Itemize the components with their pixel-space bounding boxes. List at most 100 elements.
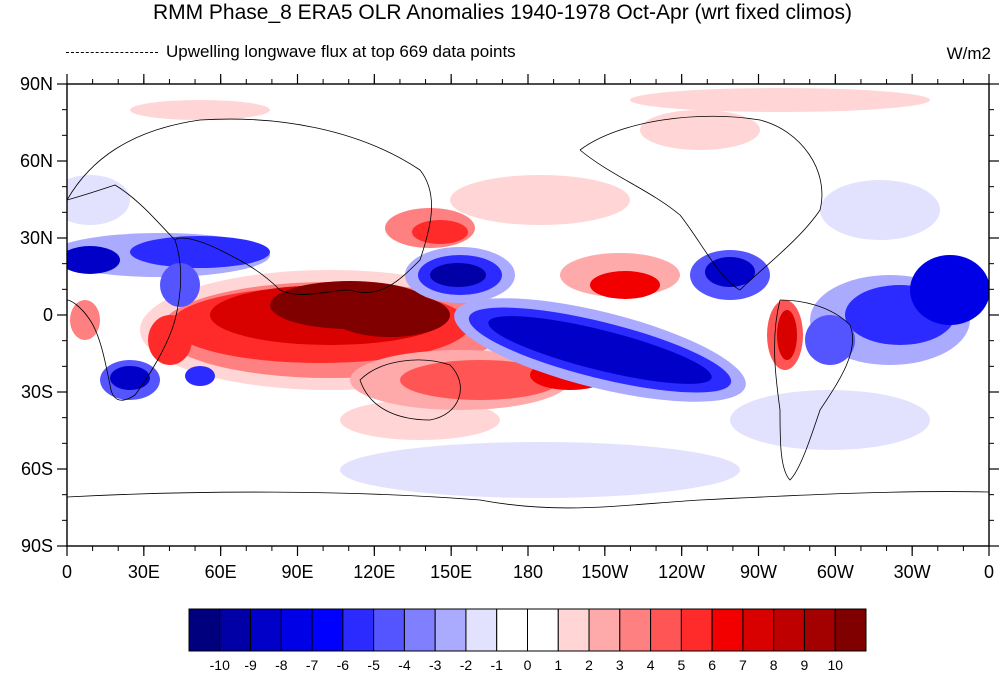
anomaly-patch <box>412 220 468 244</box>
colorbar-label: 0 <box>524 657 532 673</box>
colorbar-label: 9 <box>801 657 809 673</box>
anomaly-patch <box>130 236 270 268</box>
colorbar-label: -2 <box>460 657 473 673</box>
lon-tick-label: 90E <box>281 562 313 582</box>
lon-tick-label: 150E <box>430 562 472 582</box>
lon-tick-label: 150W <box>581 562 628 582</box>
lon-tick-label: 0 <box>62 562 72 582</box>
colorbar-swatch <box>280 608 313 652</box>
anomaly-patch <box>450 175 630 225</box>
anomaly-patch <box>160 263 200 307</box>
colorbar-swatch <box>588 608 621 652</box>
anomaly-patch <box>110 366 150 390</box>
colorbar-swatch <box>465 608 498 652</box>
colorbar-swatch <box>188 608 221 652</box>
colorbar-swatch <box>403 608 436 652</box>
coastline-eurasia <box>67 118 432 295</box>
lon-tick-label: 30W <box>894 562 931 582</box>
colorbar-swatch <box>496 608 528 652</box>
lon-tick-label: 60E <box>205 562 237 582</box>
colorbar-label: 1 <box>554 657 562 673</box>
units-label: W/m2 <box>946 44 991 63</box>
coastline-australia <box>359 359 461 421</box>
colorbar-label: -5 <box>367 657 380 673</box>
anomaly-patch <box>630 88 930 112</box>
anomaly-patch <box>730 390 930 450</box>
colorbar-swatch <box>680 608 713 652</box>
colorbar-label: -7 <box>306 657 319 673</box>
colorbar-label: 4 <box>647 657 655 673</box>
colorbar-swatch <box>219 608 252 652</box>
colorbar-label: 8 <box>770 657 778 673</box>
colorbar-label: -9 <box>244 657 257 673</box>
anomaly-patch <box>130 100 270 120</box>
lat-tick-label: 0 <box>43 305 53 325</box>
coastline-north-america <box>579 115 823 291</box>
colorbar-label: -6 <box>337 657 350 673</box>
legend-text: Upwelling longwave flux at top 669 data … <box>166 42 516 61</box>
figure-title: RMM Phase_8 ERA5 OLR Anomalies 1940-1978… <box>152 1 853 24</box>
lon-tick-label: 90W <box>740 562 777 582</box>
colorbar-label: -3 <box>429 657 442 673</box>
colorbar-swatch <box>250 608 282 652</box>
anomaly-patch <box>400 360 560 400</box>
anomaly-patch <box>70 300 100 340</box>
anomaly-patch <box>67 246 120 274</box>
lat-tick-label: 30S <box>21 382 53 402</box>
anomaly-patch <box>148 315 192 365</box>
anomaly-patch <box>67 175 130 225</box>
lat-tick-label: 60S <box>21 459 53 479</box>
lon-tick-label: 180 <box>513 562 543 582</box>
colorbar-swatch <box>834 608 867 652</box>
colorbar-label: 10 <box>827 657 843 673</box>
latitude-axis: 90N 60N 30N 0 30S 60S 90S <box>20 74 999 556</box>
anomaly-patch <box>705 257 755 287</box>
colorbar-label: 7 <box>739 657 747 673</box>
anomaly-patch <box>910 255 989 325</box>
dashed-line-swatch <box>66 51 158 53</box>
colorbar-label: 3 <box>616 657 624 673</box>
longitude-axis: 0 30E 60E 90E 120E 150E 180 150W 120W 90W 60W 30W 0 <box>62 74 994 582</box>
anomaly-patch <box>805 315 855 365</box>
colorbar-swatch <box>527 608 559 652</box>
colorbar-swatch <box>434 608 467 652</box>
colorbar-label: -4 <box>398 657 411 673</box>
anomaly-patch <box>185 366 215 386</box>
colorbar-label: -1 <box>491 657 504 673</box>
anomaly-patch <box>820 180 940 240</box>
colorbar-label: 6 <box>708 657 716 673</box>
lon-tick-label: 120E <box>353 562 395 582</box>
lon-tick-label: 0 <box>984 562 994 582</box>
colorbar-swatch <box>803 608 836 652</box>
colorbar-label: -8 <box>275 657 288 673</box>
colorbar-label: 2 <box>585 657 593 673</box>
anomaly-patch <box>340 442 740 498</box>
colorbar-swatch <box>773 608 805 652</box>
coastlines <box>67 115 989 509</box>
colorbar: -10 -9 -8 -7 -6 -5 -4 -3 -2 -1 0 1 2 3 4 5 6 7 8 9 10 <box>188 608 867 673</box>
lon-tick-label: 30E <box>128 562 160 582</box>
coastline-antarctica <box>67 491 989 509</box>
colorbar-swatch <box>342 608 375 652</box>
anomaly-patch <box>640 110 760 150</box>
anomaly-patch <box>590 271 660 299</box>
lat-tick-label: 30N <box>20 228 53 248</box>
lon-tick-label: 120W <box>658 562 705 582</box>
lon-tick-label: 60W <box>817 562 854 582</box>
dashed-line-legend: Upwelling longwave flux at top 669 data … <box>66 42 516 62</box>
coastline-africa <box>67 184 182 401</box>
colorbar-swatch <box>711 608 744 652</box>
lat-tick-label: 60N <box>20 151 53 171</box>
colorbar-swatch <box>557 608 590 652</box>
colorbar-swatch <box>742 608 775 652</box>
colorbar-label: -10 <box>210 657 230 673</box>
anomaly-patch <box>430 263 486 287</box>
anomaly-patch <box>777 310 797 360</box>
lat-tick-label: 90S <box>21 536 53 556</box>
colorbar-swatch <box>373 608 405 652</box>
coastline-south-america <box>774 299 854 481</box>
lat-tick-label: 90N <box>20 74 53 94</box>
colorbar-swatch <box>619 608 652 652</box>
colorbar-label: 5 <box>677 657 685 673</box>
